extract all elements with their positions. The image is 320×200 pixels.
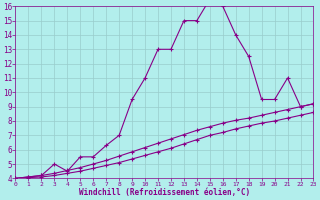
- X-axis label: Windchill (Refroidissement éolien,°C): Windchill (Refroidissement éolien,°C): [79, 188, 250, 197]
